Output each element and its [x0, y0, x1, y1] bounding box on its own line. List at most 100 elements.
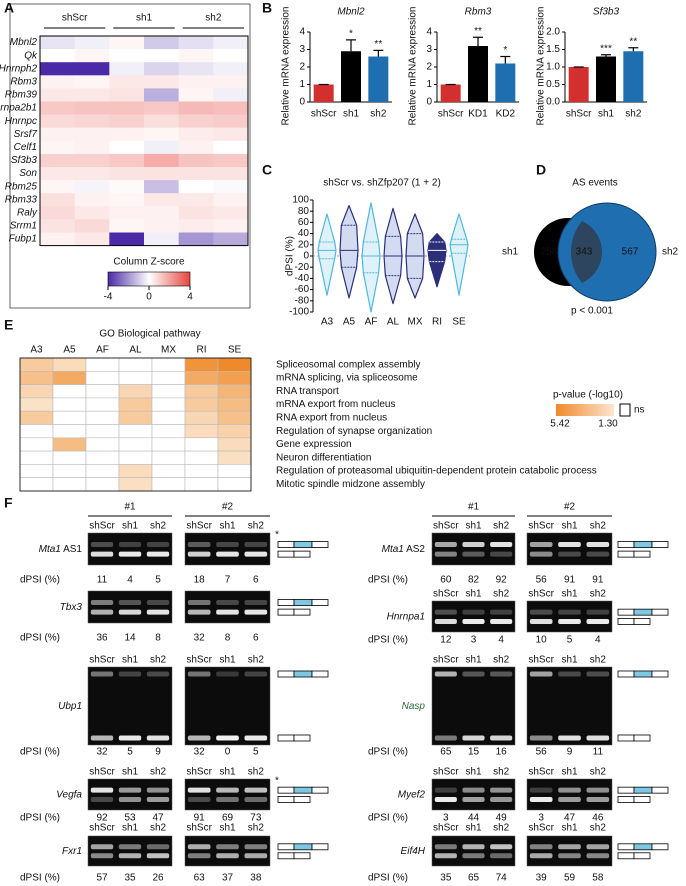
heatmap-cell	[40, 180, 75, 194]
colorbar-title: Column Z-score	[113, 257, 185, 268]
inclusion-band	[187, 600, 211, 606]
dpsi-label: dPSI (%)	[368, 873, 408, 884]
isoform-exon	[277, 608, 295, 616]
lane-label: shScr	[528, 767, 554, 778]
isoform-exon	[277, 541, 295, 548]
x-tick-label: KD1	[468, 109, 488, 120]
heatmap-cell	[144, 153, 179, 168]
heatmap-cell	[144, 62, 179, 76]
go-cell	[85, 384, 120, 399]
heatmap-cell	[144, 88, 179, 102]
bar	[568, 67, 589, 102]
inclusion-band	[558, 844, 581, 850]
dpsi-value: 7	[225, 575, 231, 586]
go-cell	[217, 464, 252, 478]
heatmap-cell	[213, 49, 249, 63]
isoform-exon	[277, 670, 295, 678]
exclusion-band	[187, 853, 211, 859]
lane-label: shScr	[89, 823, 115, 834]
chart-title: Sf3b3	[593, 7, 620, 18]
isoform-exon	[617, 670, 635, 678]
inclusion-band	[434, 844, 457, 850]
exclusion-band	[490, 735, 513, 741]
isoform-exon	[617, 618, 635, 625]
heatmap-cell	[74, 206, 110, 220]
go-term: RNA transport	[276, 386, 339, 397]
x-tick-label: MX	[408, 317, 423, 328]
heatmap-cell	[109, 49, 145, 63]
gene-label: Fubp1	[9, 234, 37, 245]
dpsi-value: 35	[124, 873, 136, 884]
inclusion-band	[586, 787, 610, 793]
go-cell	[19, 424, 54, 439]
go-cell	[151, 477, 186, 492]
heatmap-cell	[40, 62, 75, 76]
lane-label: sh2	[493, 655, 510, 666]
x-tick-label: shScr	[566, 109, 592, 120]
inclusion-band	[244, 787, 268, 793]
lane-label: sh2	[590, 589, 607, 600]
exclusion-band	[118, 551, 142, 557]
dpsi-label: dPSI (%)	[20, 813, 60, 824]
gel	[431, 835, 516, 867]
dpsi-value: 63	[194, 873, 206, 884]
lane-label: sh1	[561, 589, 578, 600]
panel-frame	[9, 3, 251, 309]
inclusion-band	[529, 609, 553, 615]
go-cell	[52, 464, 87, 478]
dpsi-value: 12	[440, 635, 452, 646]
exclusion-band	[244, 796, 268, 802]
exclusion-band	[586, 551, 610, 557]
gene-label: Vegfa	[56, 789, 82, 800]
inclusion-band	[490, 542, 513, 548]
dpsi-value: 8	[225, 633, 231, 644]
heatmap-cell	[74, 153, 110, 168]
gene-name: Hnrnpa1	[387, 611, 425, 622]
lane-label: sh1	[219, 655, 236, 666]
heatmap-cell	[109, 62, 145, 76]
lane-label: sh1	[122, 823, 139, 834]
heatmap-cell	[213, 206, 249, 220]
inclusion-band	[187, 542, 211, 548]
y-tick-label: 3	[299, 44, 305, 55]
lane-label: sh2	[150, 767, 167, 778]
violin	[317, 213, 337, 296]
venn-set-label: sh1	[502, 247, 519, 258]
heatmap-cell	[213, 127, 249, 142]
go-cell	[19, 370, 54, 385]
dpsi-value: 6	[253, 575, 259, 586]
gene-label: Mta1 AS1	[39, 544, 83, 555]
heatmap-cell	[178, 62, 214, 76]
heatmap-cell	[144, 36, 179, 50]
go-column: AF	[96, 345, 109, 356]
bar	[440, 84, 461, 102]
heatmap-cell	[144, 49, 179, 63]
dpsi-value: 6	[253, 633, 259, 644]
gene-label: Nasp	[402, 701, 426, 712]
inclusion-band	[146, 787, 170, 793]
gene-label: Fxr1	[62, 846, 82, 857]
y-tick-label: 0	[426, 97, 432, 108]
exclusion-band	[586, 735, 610, 741]
dpsi-value: 0	[225, 747, 231, 758]
lane-label: shScr	[528, 589, 554, 600]
y-tick-label: 0	[299, 97, 305, 108]
dpsi-label: dPSI (%)	[368, 747, 408, 758]
gel	[184, 835, 271, 867]
exclusion-band	[118, 796, 142, 802]
go-column: A5	[63, 345, 76, 356]
gene-name: Nasp	[402, 701, 426, 712]
bar	[468, 46, 488, 102]
go-cell	[217, 450, 252, 465]
lane-label: sh2	[590, 655, 607, 666]
go-term: Spliceosomal complex assembly	[276, 359, 421, 370]
isoform-exon	[311, 843, 329, 851]
dpsi-value: 9	[155, 747, 161, 758]
exclusion-band	[118, 853, 142, 859]
inclusion-band	[118, 787, 142, 793]
gene-label: Tbx3	[60, 602, 83, 613]
heatmap-cell	[40, 88, 75, 102]
y-tick-label: 0.5	[546, 79, 560, 90]
dpsi-label: dPSI (%)	[20, 873, 60, 884]
dpsi-value: 59	[564, 873, 576, 884]
